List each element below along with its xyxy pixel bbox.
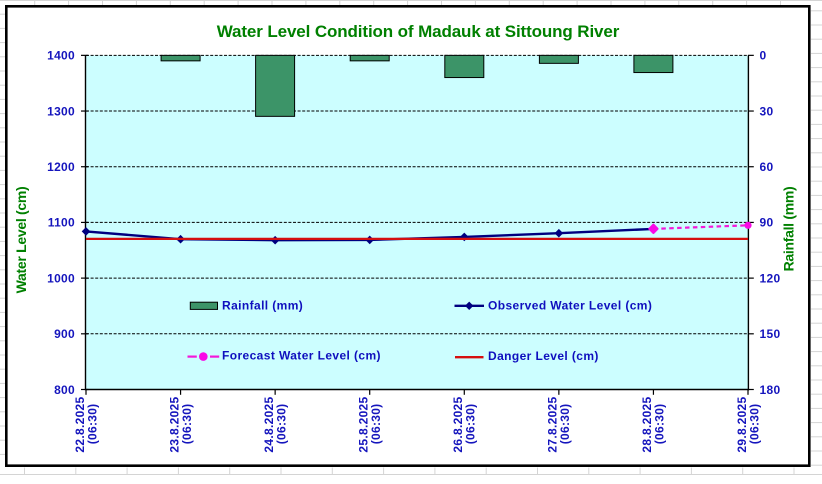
svg-text:1000: 1000	[47, 271, 75, 285]
svg-text:900: 900	[54, 327, 75, 341]
svg-text:(06:30): (06:30)	[558, 404, 572, 445]
svg-text:24.8.2025: 24.8.2025	[262, 396, 276, 452]
svg-text:Rainfall (mm): Rainfall (mm)	[222, 299, 303, 313]
svg-text:Water Level Condition of Madau: Water Level Condition of Madauk at Sitto…	[217, 22, 620, 41]
svg-text:Forecast Water Level (cm): Forecast Water Level (cm)	[222, 349, 381, 363]
svg-text:30: 30	[760, 104, 774, 118]
svg-text:Danger Level (cm): Danger Level (cm)	[488, 349, 599, 363]
svg-text:150: 150	[760, 327, 781, 341]
svg-text:(06:30): (06:30)	[653, 404, 667, 445]
svg-text:1100: 1100	[48, 216, 75, 230]
svg-text:1200: 1200	[47, 160, 75, 174]
svg-text:0: 0	[760, 49, 767, 63]
svg-text:28.8.2025: 28.8.2025	[640, 396, 654, 452]
svg-text:22.8.2025: 22.8.2025	[73, 396, 87, 452]
svg-text:(06:30): (06:30)	[747, 404, 761, 445]
svg-text:(06:30): (06:30)	[274, 404, 288, 445]
svg-text:800: 800	[54, 383, 75, 397]
svg-text:(06:30): (06:30)	[464, 404, 478, 445]
svg-text:27.8.2025: 27.8.2025	[546, 396, 560, 452]
svg-text:26.8.2025: 26.8.2025	[451, 396, 465, 452]
svg-text:23.8.2025: 23.8.2025	[167, 396, 181, 452]
svg-text:25.8.2025: 25.8.2025	[357, 396, 371, 452]
svg-text:60: 60	[760, 160, 774, 174]
svg-text:1400: 1400	[47, 49, 75, 63]
svg-text:90: 90	[760, 216, 774, 230]
svg-text:Observed Water Level (cm): Observed Water Level (cm)	[488, 299, 652, 313]
svg-text:120: 120	[760, 271, 781, 285]
svg-text:1300: 1300	[47, 104, 75, 118]
svg-text:180: 180	[760, 383, 781, 397]
svg-text:(06:30): (06:30)	[180, 404, 194, 445]
svg-text:Rainfall (mm): Rainfall (mm)	[781, 187, 797, 272]
svg-text:29.8.2025: 29.8.2025	[735, 396, 749, 452]
svg-text:Water Level (cm): Water Level (cm)	[13, 187, 29, 294]
svg-text:(06:30): (06:30)	[85, 404, 99, 445]
svg-text:(06:30): (06:30)	[369, 404, 383, 445]
